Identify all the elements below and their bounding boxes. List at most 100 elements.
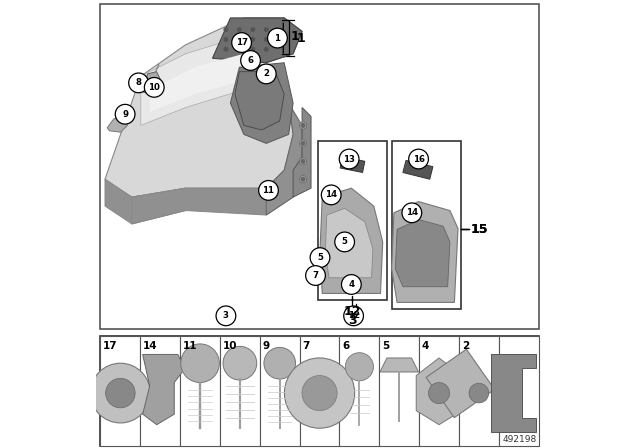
Text: 10: 10 (148, 83, 160, 92)
Polygon shape (143, 72, 161, 94)
Circle shape (106, 378, 135, 408)
Circle shape (342, 275, 361, 294)
Circle shape (301, 177, 305, 181)
Circle shape (402, 203, 422, 223)
Circle shape (223, 346, 257, 380)
Text: 16: 16 (413, 155, 424, 164)
Circle shape (469, 383, 489, 403)
Polygon shape (212, 18, 302, 63)
Text: 1: 1 (297, 31, 305, 45)
Circle shape (300, 158, 307, 165)
Polygon shape (132, 170, 293, 224)
Polygon shape (491, 354, 536, 432)
Polygon shape (325, 208, 373, 278)
Polygon shape (380, 358, 419, 372)
Text: 1: 1 (275, 34, 280, 43)
Text: 15: 15 (470, 223, 488, 236)
Circle shape (310, 248, 330, 267)
Polygon shape (320, 188, 383, 293)
Circle shape (237, 38, 241, 41)
Text: 5: 5 (342, 237, 348, 246)
Circle shape (302, 375, 337, 411)
Circle shape (251, 38, 255, 41)
Text: 12: 12 (344, 307, 361, 320)
Polygon shape (293, 108, 311, 197)
Circle shape (339, 149, 359, 169)
Polygon shape (141, 36, 266, 125)
Circle shape (335, 232, 355, 252)
Circle shape (90, 363, 150, 423)
Bar (499, 336, 539, 446)
Bar (100, 336, 140, 446)
Circle shape (346, 353, 373, 381)
Polygon shape (150, 54, 257, 112)
Polygon shape (230, 63, 293, 143)
Bar (392, 141, 461, 309)
Circle shape (301, 159, 305, 163)
Text: 2: 2 (263, 69, 269, 78)
Circle shape (237, 47, 241, 51)
Circle shape (301, 142, 305, 145)
Polygon shape (396, 220, 450, 287)
Text: 7: 7 (302, 341, 310, 351)
Circle shape (264, 38, 268, 41)
Text: 14: 14 (325, 190, 337, 199)
Bar (419, 336, 459, 446)
Text: 492198: 492198 (503, 435, 538, 444)
Text: 14: 14 (406, 208, 418, 217)
Circle shape (259, 181, 278, 200)
Circle shape (232, 33, 252, 52)
Circle shape (216, 306, 236, 326)
Circle shape (300, 140, 307, 147)
Circle shape (321, 185, 341, 205)
Text: 11: 11 (262, 186, 275, 195)
Circle shape (251, 47, 255, 51)
Bar (260, 336, 300, 446)
Circle shape (300, 122, 307, 129)
Polygon shape (392, 202, 458, 302)
Circle shape (344, 306, 364, 326)
Circle shape (300, 176, 307, 183)
Circle shape (284, 358, 355, 428)
Circle shape (264, 47, 268, 51)
Text: 12: 12 (348, 311, 360, 320)
Text: 17: 17 (236, 38, 248, 47)
Polygon shape (266, 103, 302, 215)
Text: 9: 9 (262, 341, 269, 351)
Text: 4: 4 (348, 280, 355, 289)
Circle shape (301, 124, 305, 127)
Polygon shape (403, 160, 433, 179)
Circle shape (268, 28, 287, 48)
Circle shape (129, 73, 148, 93)
Polygon shape (340, 157, 365, 172)
Circle shape (409, 149, 428, 169)
Bar (220, 336, 260, 446)
Circle shape (145, 78, 164, 97)
Text: 6: 6 (248, 56, 253, 65)
Circle shape (180, 344, 220, 383)
Circle shape (251, 28, 255, 31)
Bar (339, 336, 380, 446)
Polygon shape (107, 117, 127, 132)
Bar (100, 336, 539, 446)
Circle shape (306, 266, 325, 285)
Text: 1: 1 (291, 30, 299, 43)
Bar (380, 336, 419, 446)
Circle shape (237, 28, 241, 31)
Bar (300, 336, 339, 446)
Circle shape (264, 347, 296, 379)
Text: 14: 14 (143, 341, 157, 351)
Bar (317, 141, 387, 300)
Polygon shape (143, 354, 185, 425)
Text: 4: 4 (422, 341, 429, 351)
Text: 8: 8 (136, 78, 141, 87)
Text: 5: 5 (317, 253, 323, 262)
Text: 3: 3 (223, 311, 229, 320)
Circle shape (241, 51, 260, 70)
Text: 9: 9 (122, 110, 128, 119)
Text: 5: 5 (382, 341, 389, 351)
Circle shape (115, 104, 135, 124)
Polygon shape (105, 18, 302, 197)
Circle shape (224, 47, 228, 51)
Text: 3: 3 (348, 314, 356, 327)
